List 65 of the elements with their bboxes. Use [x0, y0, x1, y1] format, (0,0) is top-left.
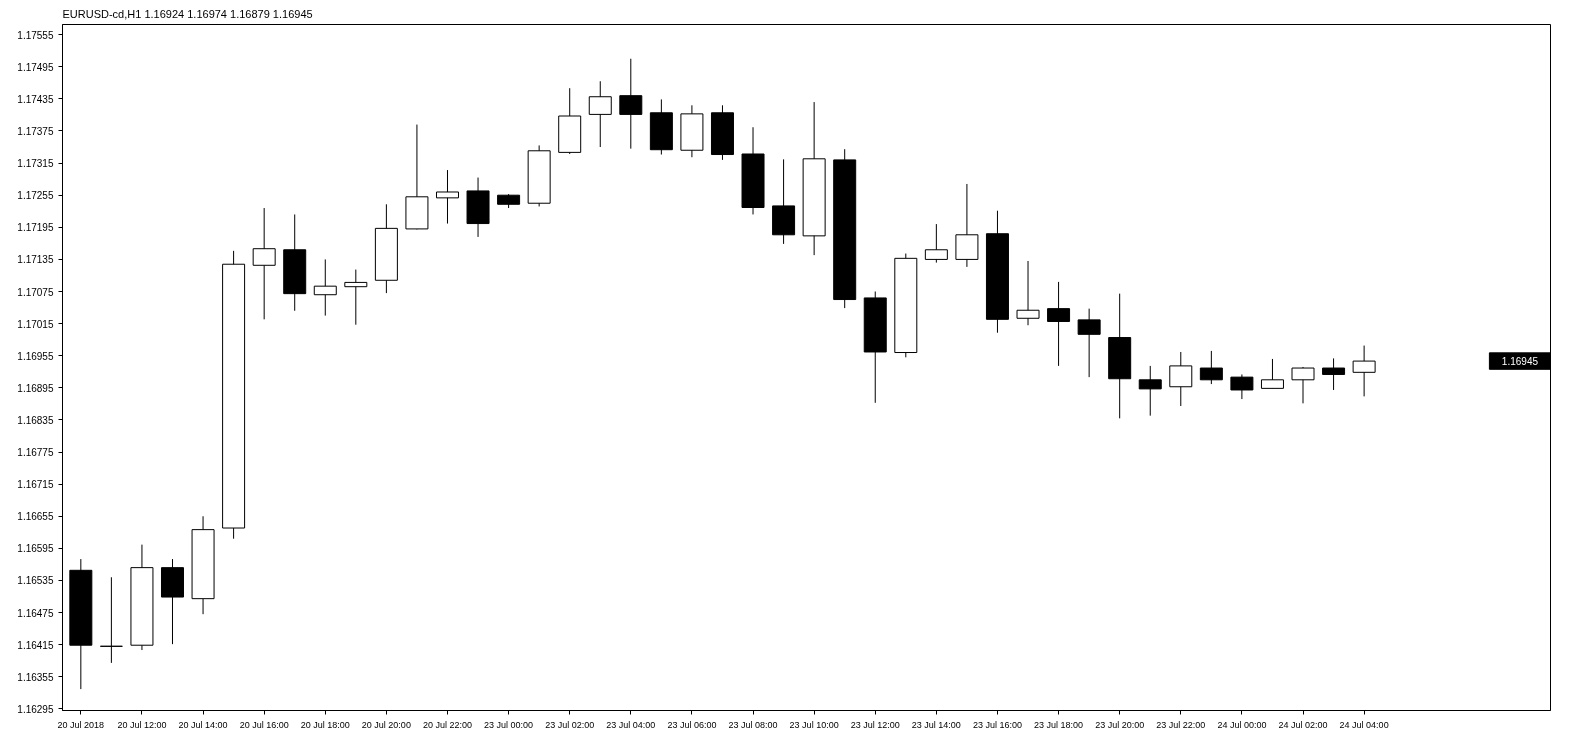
- candlestick: [1322, 357, 1346, 391]
- y-tick-label: 1.17495: [17, 61, 54, 73]
- y-tick-label: 1.17555: [17, 29, 54, 41]
- candlestick: [1016, 260, 1040, 326]
- x-tick-label: 23 Jul 02:00: [545, 719, 595, 730]
- candlestick: [619, 58, 643, 150]
- x-tick-label: 23 Jul 12:00: [850, 719, 900, 730]
- candlestick: [1047, 281, 1071, 367]
- x-tick-label: 23 Jul 04:00: [606, 719, 656, 730]
- candlestick: [924, 223, 948, 264]
- y-tick-label: 1.16775: [17, 447, 54, 459]
- x-tick-label: 24 Jul 04:00: [1339, 719, 1389, 730]
- y-tick-label: 1.16835: [17, 414, 54, 426]
- candlestick: [99, 576, 123, 664]
- y-tick-label: 1.16475: [17, 607, 54, 619]
- candlestick: [1260, 358, 1284, 389]
- y-tick-label: 1.17255: [17, 190, 54, 202]
- x-tick-label: 23 Jul 16:00: [972, 719, 1022, 730]
- x-tick-label: 24 Jul 02:00: [1278, 719, 1328, 730]
- y-tick-label: 1.16415: [17, 639, 54, 651]
- x-tick-label: 20 Jul 2018: [57, 719, 105, 730]
- candlestick: [1291, 366, 1315, 404]
- candlestick: [344, 269, 368, 326]
- x-tick-label: 23 Jul 10:00: [789, 719, 839, 730]
- x-tick-label: 23 Jul 18:00: [1034, 719, 1084, 730]
- y-tick-label: 1.16895: [17, 382, 54, 394]
- y-tick-label: 1.16715: [17, 479, 54, 491]
- x-tick-label: 20 Jul 16:00: [239, 719, 289, 730]
- x-tick-label: 23 Jul 20:00: [1095, 719, 1145, 730]
- candlestick: [1077, 308, 1101, 378]
- text: 1.16945: [1501, 356, 1539, 368]
- candlestick: [252, 207, 276, 320]
- x-tick-label: 23 Jul 06:00: [667, 719, 717, 730]
- candlestick: [1169, 351, 1193, 407]
- y-tick-label: 1.16655: [17, 511, 54, 523]
- candlestick: [313, 258, 337, 317]
- y-tick-label: 1.16595: [17, 543, 54, 555]
- candlestick: [435, 169, 459, 225]
- candlestick: [1199, 350, 1223, 385]
- x-tick-label: 23 Jul 14:00: [911, 719, 961, 730]
- x-tick-label: 20 Jul 14:00: [178, 719, 228, 730]
- y-tick-label: 1.17435: [17, 93, 54, 105]
- y-tick-label: 1.16535: [17, 575, 54, 587]
- y-tick-label: 1.16295: [17, 703, 54, 715]
- y-tick-label: 1.17195: [17, 222, 54, 234]
- y-tick-label: 1.17375: [17, 125, 54, 137]
- candlestick: [1230, 373, 1254, 400]
- x-tick-label: 23 Jul 08:00: [728, 719, 778, 730]
- candlestick: [1138, 365, 1162, 417]
- y-tick-label: 1.17315: [17, 158, 54, 170]
- candlestick: [1352, 345, 1376, 397]
- x-tick-label: 24 Jul 00:00: [1217, 719, 1267, 730]
- candlestick: [588, 80, 612, 148]
- x-tick-label: 20 Jul 18:00: [300, 719, 350, 730]
- y-tick-label: 1.16355: [17, 671, 54, 683]
- y-tick-label: 1.16955: [17, 350, 54, 362]
- x-tick-label: 20 Jul 22:00: [422, 719, 473, 730]
- chart-title: EURUSD-cd,H1 1.16924 1.16974 1.16879 1.16945: [62, 7, 313, 20]
- x-tick-label: 20 Jul 12:00: [117, 719, 167, 730]
- y-tick-label: 1.17135: [17, 254, 54, 266]
- x-tick-label: 23 Jul 22:00: [1156, 719, 1206, 730]
- y-tick-label: 1.17015: [17, 318, 54, 330]
- x-tick-label: 20 Jul 20:00: [361, 719, 411, 730]
- x-tick-label: 23 Jul 00:00: [484, 719, 534, 730]
- y-tick-label: 1.17075: [17, 286, 54, 298]
